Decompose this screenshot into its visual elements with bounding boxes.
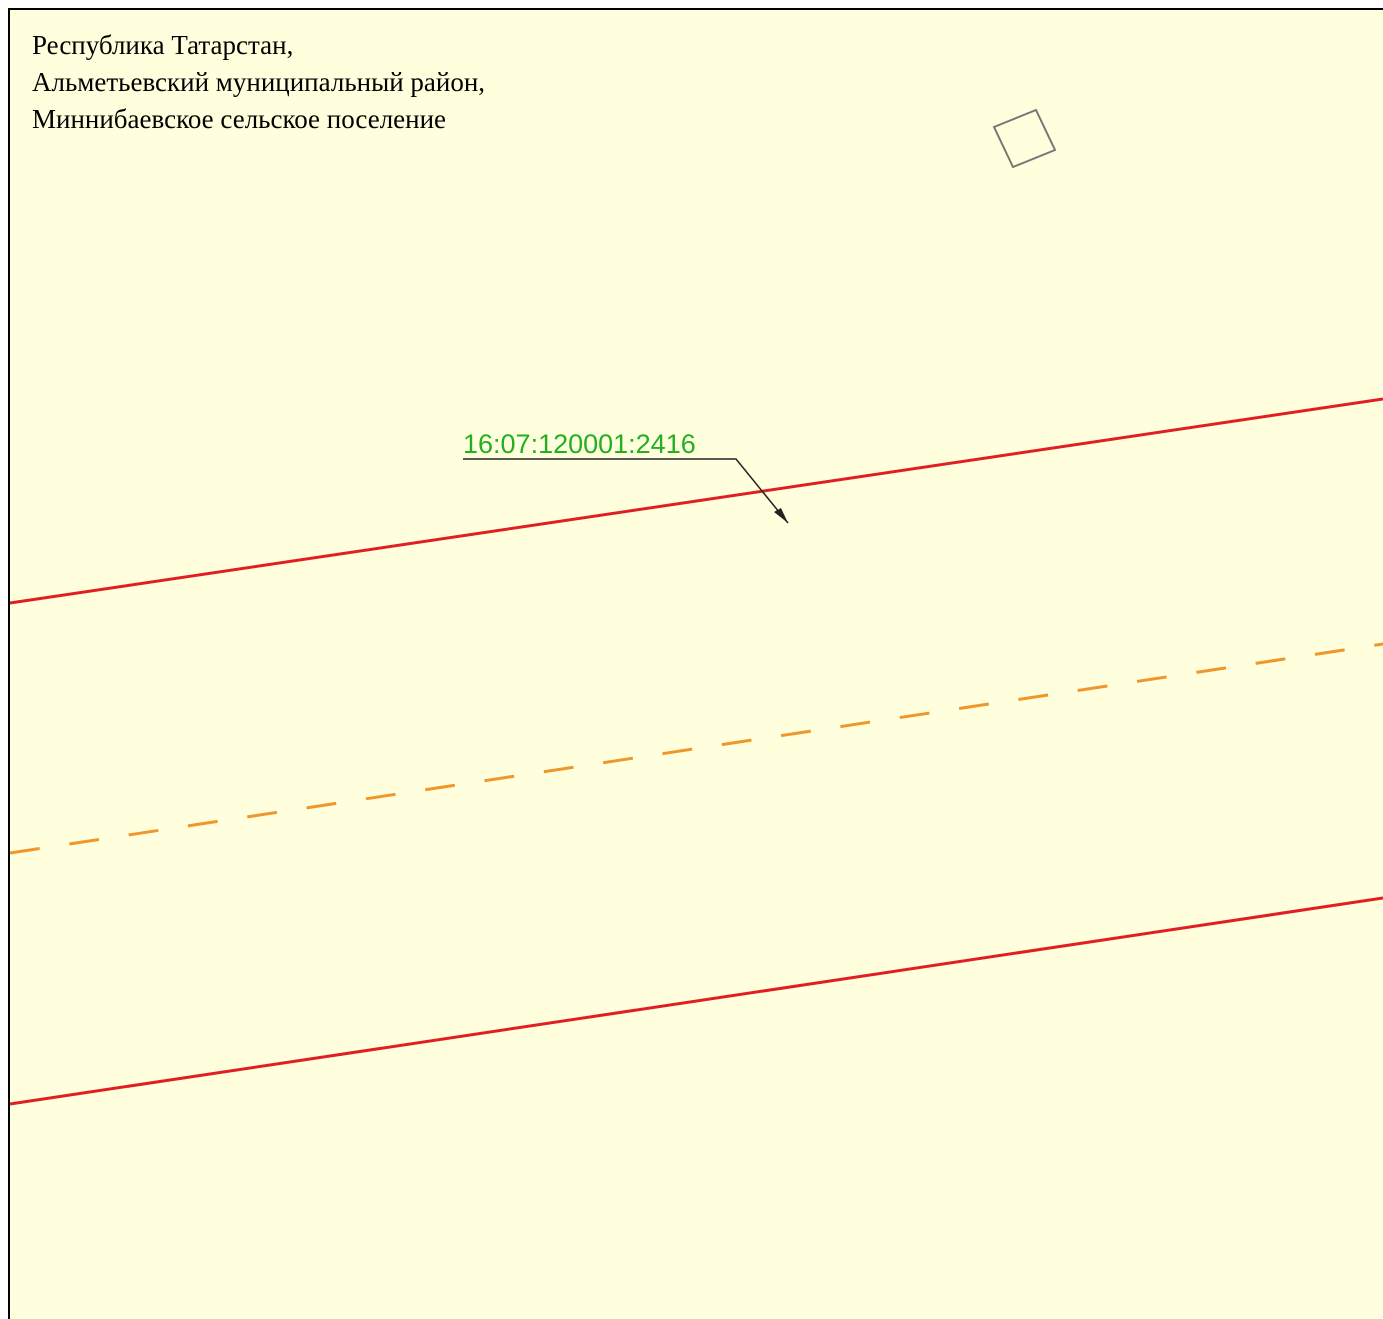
leader-line (463, 458, 789, 524)
leader-arrow (774, 508, 788, 523)
address-line: Альметьевский муниципальный район, (32, 67, 485, 97)
boundary-line (9, 896, 1383, 1106)
boundary-line (9, 397, 1383, 605)
axis-line (9, 642, 1383, 855)
building (992, 108, 1057, 169)
parcel-label: 16:07:120001:2416 (463, 429, 696, 459)
map-frame (8, 8, 1383, 1319)
address-line: Республика Татарстан, (32, 30, 293, 60)
address-line: Миннибаевское сельское поселение (32, 104, 446, 134)
